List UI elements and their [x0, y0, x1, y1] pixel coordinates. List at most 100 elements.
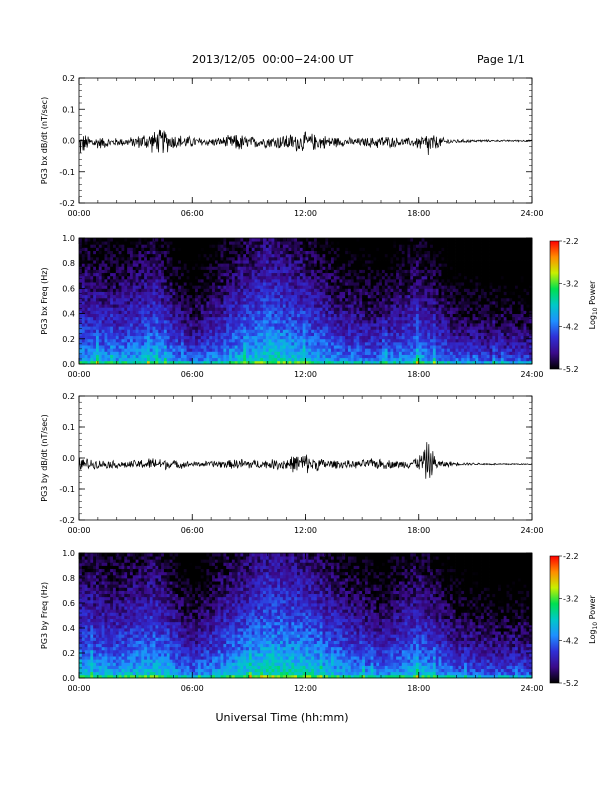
spectrogram-cell [277, 348, 281, 352]
spectrogram-cell [243, 313, 247, 318]
spectrogram-cell [418, 275, 422, 280]
spectrogram-cell [195, 278, 199, 283]
spectrogram-cell [311, 341, 315, 346]
spectrogram-cell [104, 253, 108, 258]
spectrogram-cell [183, 241, 187, 245]
spectrogram-cell [291, 329, 295, 333]
spectrogram-cell [107, 256, 111, 261]
spectrogram-cell [263, 272, 267, 277]
spectrogram-cell [124, 253, 128, 258]
spectrogram-cell [413, 354, 417, 359]
spectrogram-cell [387, 282, 391, 286]
spectrogram-cell [161, 288, 165, 292]
spectrogram-cell [101, 357, 105, 362]
spectrogram-cell [268, 256, 272, 261]
spectrogram-cell [364, 278, 369, 283]
spectrogram-cell [231, 319, 236, 324]
spectrogram-cell [257, 335, 261, 340]
spectrogram-cell [251, 332, 255, 337]
spectrogram-cell [206, 357, 210, 362]
spectrogram-cell [282, 301, 287, 305]
spectrogram-cell [175, 247, 179, 251]
spectrogram-cell [305, 250, 309, 255]
spectrogram-cell [203, 297, 207, 302]
spectrogram-cell [192, 313, 196, 318]
spectrogram-cell [294, 253, 298, 258]
spectrogram-cell [404, 348, 408, 352]
spectrogram-cell [214, 313, 219, 318]
spectrogram-cell [277, 301, 281, 305]
spectrogram-cell [415, 282, 420, 286]
spectrogram-cell [384, 247, 388, 251]
spectrogram-cell [237, 294, 241, 299]
spectrogram-cell [240, 282, 244, 286]
spectrogram-cell [93, 310, 97, 314]
spectrogram-cell [129, 351, 134, 355]
spectrogram-cell [146, 256, 151, 261]
spectrogram-cell [393, 253, 397, 258]
spectrogram-cell [356, 269, 360, 274]
spectrogram-cell [263, 329, 267, 333]
spectrogram-cell [209, 260, 213, 264]
spectrogram-cell [381, 260, 386, 264]
spectrogram-cell [387, 256, 391, 261]
spectrogram-cell [152, 332, 156, 337]
spectrogram-cell [379, 253, 383, 258]
spectrogram-cell [359, 329, 363, 333]
spectrogram-cell [415, 351, 420, 355]
spectrogram-cell [220, 282, 224, 286]
spectrogram-cell [280, 307, 284, 311]
spectrogram-cell [132, 247, 137, 251]
spectrogram-cell [356, 360, 360, 365]
spectrogram-cell [384, 263, 388, 267]
spectrogram-cell [390, 272, 394, 277]
spectrogram-cell [166, 348, 170, 352]
spectrogram-cell [104, 329, 108, 333]
spectrogram-cell [223, 304, 227, 308]
spectrogram-cell [189, 256, 193, 261]
spectrogram-cell [192, 285, 196, 289]
spectrogram-cell [144, 256, 148, 261]
spectrogram-cell [189, 288, 193, 292]
spectrogram-cell [98, 357, 103, 362]
spectrogram-cell [110, 335, 114, 340]
spectrogram-cell [101, 275, 105, 280]
spectrogram-cell [183, 272, 187, 277]
spectrogram-cell [93, 307, 97, 311]
spectrogram-cell [214, 354, 219, 359]
spectrogram-cell [209, 307, 213, 311]
spectrogram-cell [138, 278, 142, 283]
spectrogram-cell [359, 316, 363, 321]
spectrogram-cell [212, 250, 216, 255]
spectrogram-cell [305, 297, 309, 302]
spectrogram-cell [101, 313, 105, 318]
spectrogram-cell [345, 335, 349, 340]
spectrogram-cell [263, 335, 267, 340]
spectrogram-cell [345, 319, 349, 324]
spectrogram-cell [396, 332, 400, 337]
spectrogram-cell [376, 310, 380, 314]
spectrogram-cell [90, 244, 94, 248]
spectrogram-cell [118, 304, 122, 308]
spectrogram-cell [101, 301, 105, 305]
spectrogram-cell [280, 345, 284, 349]
spectrogram-cell [294, 238, 298, 242]
spectrogram-cell [90, 301, 94, 305]
spectrogram-cell [214, 275, 219, 280]
spectrogram-cell [229, 345, 233, 349]
spectrogram-cell [353, 341, 357, 346]
spectrogram-cell [127, 301, 131, 305]
spectrogram-cell [84, 323, 88, 327]
spectrogram-cell [124, 260, 128, 264]
spectrogram-cell [291, 323, 295, 327]
spectrogram-cell [155, 345, 159, 349]
spectrogram-cell [206, 341, 210, 346]
spectrogram-cell [161, 263, 165, 267]
spectrogram-cell [209, 304, 213, 308]
spectrogram-cell [316, 266, 321, 270]
spectrogram-cell [141, 301, 145, 305]
spectrogram-cell [214, 341, 219, 346]
spectrogram-cell [319, 304, 323, 308]
spectrogram-cell [333, 241, 338, 245]
spectrogram-cell [237, 345, 241, 349]
